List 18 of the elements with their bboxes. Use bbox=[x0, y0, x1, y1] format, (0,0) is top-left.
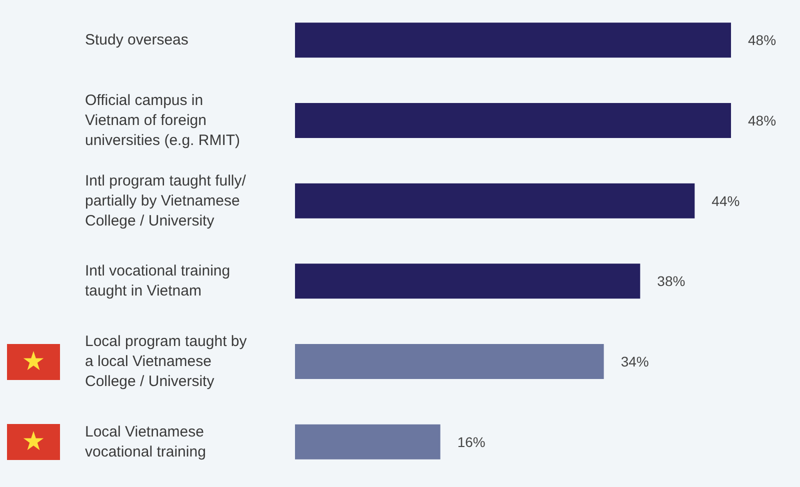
data-label: 48% bbox=[748, 32, 776, 48]
data-label: 34% bbox=[620, 354, 649, 370]
bar bbox=[295, 344, 604, 379]
bar bbox=[295, 103, 731, 138]
data-label: 38% bbox=[657, 273, 686, 290]
y-tick-label: Local Vietnamese vocational training bbox=[85, 423, 208, 460]
bar bbox=[295, 22, 731, 58]
y-tick-label: Intl program taught fully/ partially by Vietnamese College / University bbox=[85, 172, 250, 230]
bar bbox=[295, 264, 640, 299]
data-label: 44% bbox=[712, 192, 740, 209]
y-tick-label: Intl vocational training taught in Vietnam bbox=[85, 262, 234, 300]
y-tick-label: Local program taught by a local Vietnamese College / University bbox=[85, 333, 251, 390]
data-label: 16% bbox=[457, 434, 486, 450]
bar bbox=[295, 424, 440, 460]
y-tick-label: Official campus in Vietnam of foreign universities (e.g. RMIT) bbox=[85, 92, 240, 149]
bar bbox=[295, 183, 695, 218]
y-tick-label: Study overseas bbox=[85, 32, 188, 49]
data-label: 48% bbox=[748, 112, 776, 128]
